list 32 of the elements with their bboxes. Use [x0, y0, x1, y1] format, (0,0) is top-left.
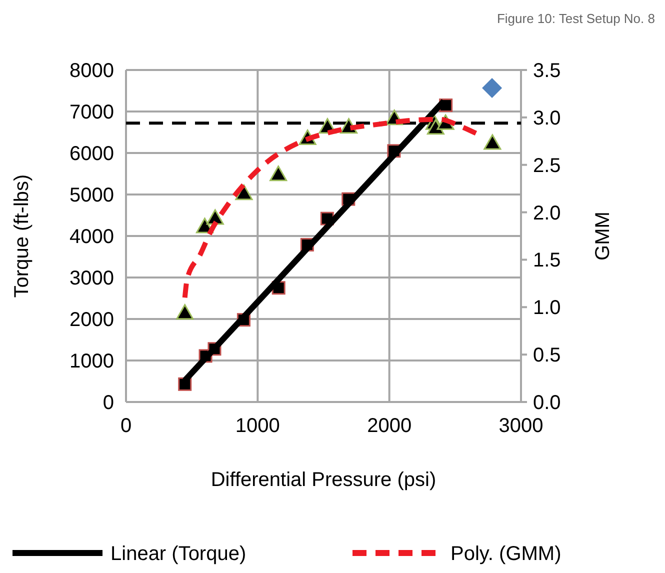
text: Figure 10: Test Setup No. 8 — [496, 11, 655, 26]
x-tick-label: 0 — [120, 415, 132, 437]
y2-tick-label: 1.0 — [533, 297, 561, 320]
x-tick-label: 1000 — [235, 415, 280, 437]
y2-tick-label: 3.0 — [533, 107, 561, 130]
y-tick-label: 4000 — [70, 226, 114, 248]
y-tick-label: 5000 — [70, 184, 114, 206]
x-tick-label: 2000 — [367, 415, 412, 437]
y-tick-label: 8000 — [70, 60, 114, 82]
x-tick-label: 3000 — [498, 415, 544, 437]
y-tick-label: 1000 — [70, 350, 114, 372]
point — [482, 78, 502, 98]
y-tick-label: 6000 — [70, 143, 114, 165]
point — [176, 304, 194, 320]
point — [270, 166, 288, 182]
y2-tick-label: 3.5 — [533, 60, 561, 82]
y2-tick-label: 2.0 — [533, 202, 561, 224]
point — [484, 134, 502, 150]
y2-axis-title: GMM — [592, 212, 614, 260]
y2-tick-label: 2.5 — [533, 154, 561, 177]
point — [426, 119, 444, 135]
y-tick-label: 3000 — [70, 268, 114, 290]
y-tick-label: 2000 — [70, 309, 114, 331]
y-tick-label: 7000 — [70, 102, 114, 124]
legend-label: Poly. (GMM) — [450, 543, 562, 565]
legend-label: Linear (Torque) — [110, 543, 246, 565]
y-axis-title: Torque (ft-lbs) — [11, 174, 33, 298]
y2-tick-label: 0.0 — [533, 392, 561, 414]
x-axis-title: Differential Pressure (psi) — [210, 469, 436, 491]
y2-tick-label: 0.5 — [533, 344, 561, 367]
y2-tick-label: 1.5 — [533, 250, 561, 272]
y-tick-label: 0 — [102, 392, 114, 414]
